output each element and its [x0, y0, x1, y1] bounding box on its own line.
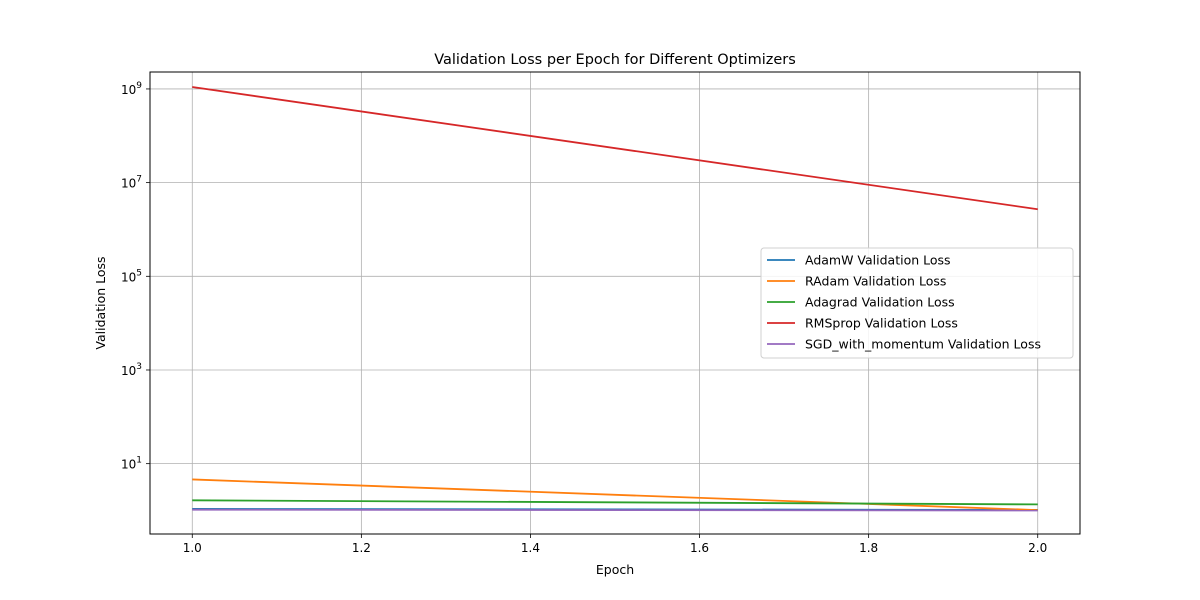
x-tick-label: 1.4 [521, 541, 540, 555]
series-line-4 [192, 508, 1038, 512]
y-tick-label: 103 [121, 362, 142, 378]
legend-label: SGD_with_momentum Validation Loss [805, 337, 1041, 352]
series-line-3 [192, 86, 1038, 211]
legend-label: RMSprop Validation Loss [805, 316, 958, 331]
y-tick-label: 101 [121, 456, 142, 472]
y-tick-base: 10 [121, 458, 136, 472]
y-tick-exponent: 3 [136, 362, 142, 372]
x-tick-label: 1.2 [352, 541, 371, 555]
legend-label: Adagrad Validation Loss [805, 295, 955, 310]
y-tick-base: 10 [121, 83, 136, 97]
y-tick-exponent: 5 [136, 268, 142, 278]
y-tick-base: 10 [121, 270, 136, 284]
legend: AdamW Validation Loss RAdam Validation Lo… [760, 247, 1074, 359]
y-tick-exponent: 1 [136, 456, 142, 466]
y-axis-label: Validation Loss [93, 256, 108, 349]
y-tick-base: 10 [121, 364, 136, 378]
legend-label: AdamW Validation Loss [805, 253, 951, 268]
x-tick-label: 1.8 [859, 541, 878, 555]
series-layer [192, 86, 1038, 512]
grid-layer [150, 72, 1080, 534]
y-tick-exponent: 7 [136, 175, 142, 185]
y-tick-exponent: 9 [136, 81, 142, 91]
y-tick-label: 109 [121, 81, 142, 97]
y-tick-base: 10 [121, 177, 136, 191]
series-line-1 [192, 478, 1038, 511]
x-axis-label: Epoch [596, 562, 634, 577]
y-tick-label: 105 [121, 268, 142, 284]
x-tick-label: 1.0 [183, 541, 202, 555]
series-line-2 [192, 499, 1038, 506]
x-tick-label: 1.6 [690, 541, 709, 555]
chart-title: Validation Loss per Epoch for Different … [434, 52, 796, 68]
x-tick-label: 2.0 [1028, 541, 1047, 555]
plot-frame [149, 71, 1081, 535]
y-tick-label: 107 [121, 175, 142, 191]
legend-label: RAdam Validation Loss [805, 274, 946, 289]
legend-frame [760, 247, 1074, 359]
